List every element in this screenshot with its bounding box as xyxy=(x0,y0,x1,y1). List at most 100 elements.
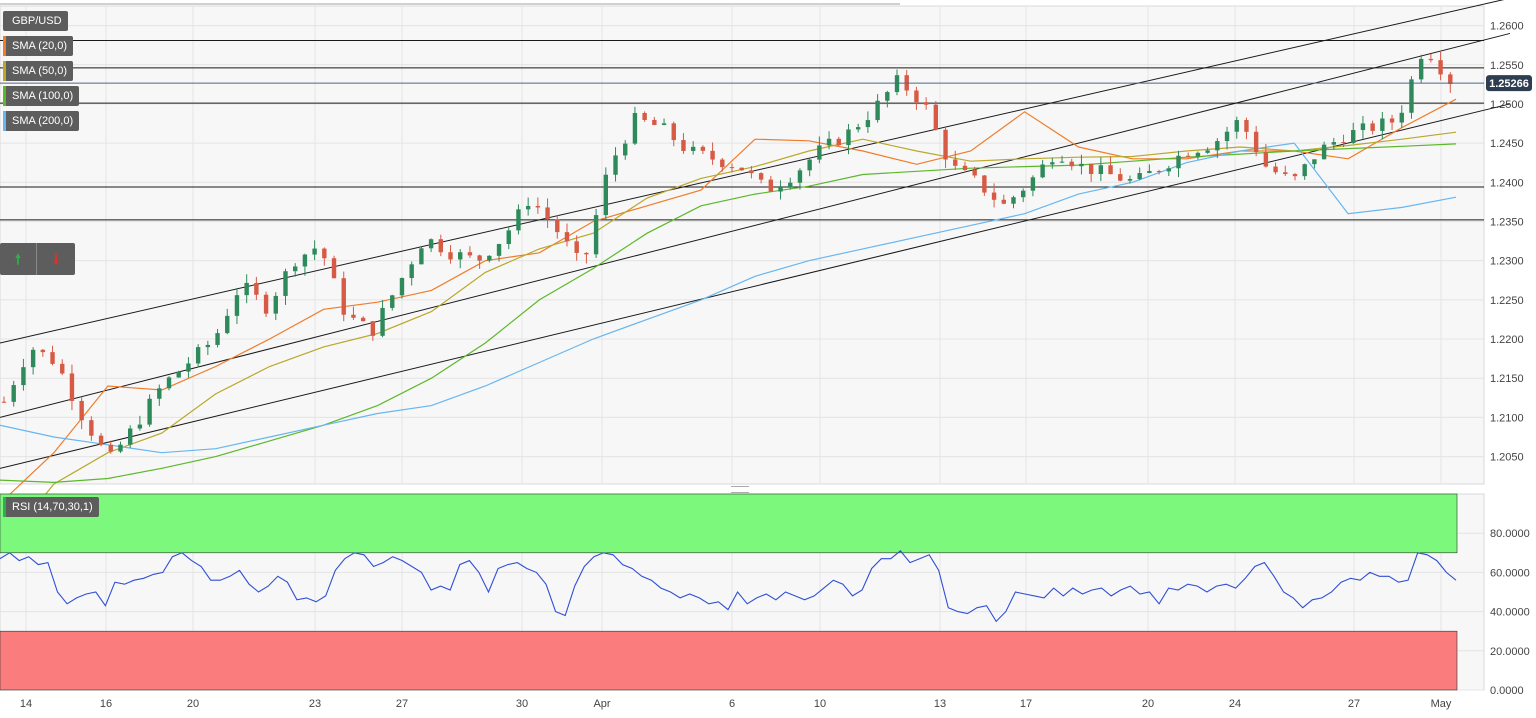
candle-up xyxy=(690,146,696,151)
candle-up xyxy=(1040,164,1045,178)
candle-down xyxy=(1341,142,1346,144)
candle-up xyxy=(186,363,191,372)
sma-legend-200[interactable]: SMA (200,0) xyxy=(3,111,80,131)
candle-up xyxy=(1224,131,1230,142)
candle-down xyxy=(545,207,550,220)
candle-down xyxy=(768,179,774,192)
candle-down xyxy=(535,205,541,208)
candle-up xyxy=(1409,79,1414,113)
candle-up xyxy=(623,143,628,156)
candle-up xyxy=(21,367,26,386)
candle-up xyxy=(147,398,152,425)
candle-up xyxy=(127,428,133,445)
candle-up xyxy=(118,444,123,452)
rsi-legend[interactable]: RSI (14,70,30,1) xyxy=(3,497,99,517)
candle-down xyxy=(555,219,560,233)
candle-up xyxy=(157,388,162,399)
rsi-overbought-zone xyxy=(0,493,1458,554)
candle-down xyxy=(584,252,589,255)
candle-up xyxy=(797,170,803,183)
candle-up xyxy=(516,209,521,231)
candle-down xyxy=(982,175,987,193)
candle-down xyxy=(749,170,754,174)
symbol-legend[interactable]: GBP/USD xyxy=(3,11,68,31)
candle-down xyxy=(1283,172,1288,175)
candle-up xyxy=(1418,58,1424,80)
candle-down xyxy=(60,363,65,374)
candle-down xyxy=(574,241,579,253)
candle-up xyxy=(1176,155,1181,169)
rsi-oversold-zone xyxy=(0,630,1458,691)
sma100-swatch xyxy=(3,86,6,106)
price-plot-bg xyxy=(0,5,1485,485)
x-tick-label: 27 xyxy=(1348,698,1360,710)
candle-down xyxy=(991,192,997,200)
sma-legend-20[interactable]: SMA (20,0) xyxy=(3,36,74,56)
candle-down xyxy=(758,173,764,180)
down-arrow-icon[interactable]: 🠗 xyxy=(52,251,59,267)
candle-down xyxy=(972,170,977,176)
rsi-line xyxy=(0,550,1457,623)
sma-line xyxy=(0,98,1457,505)
sma-line xyxy=(0,131,1457,551)
up-arrow-icon[interactable]: 🠕 xyxy=(0,243,37,275)
candle-down xyxy=(370,321,376,336)
candle-down xyxy=(341,278,346,315)
candle-up xyxy=(661,123,667,125)
rsi-label: RSI (14,70,30,1) xyxy=(12,501,93,513)
candle-up xyxy=(380,307,385,336)
candle-down xyxy=(710,150,715,160)
candle-up xyxy=(390,295,395,308)
x-tick-label: 24 xyxy=(1229,698,1241,710)
x-tick-label: 27 xyxy=(396,698,408,710)
candle-up xyxy=(875,100,880,121)
x-tick-label: 30 xyxy=(516,698,528,710)
trade-arrows: 🠕 🠗 xyxy=(0,243,75,275)
candle-up xyxy=(225,315,230,334)
candle-up xyxy=(176,371,181,378)
candle-up xyxy=(11,385,16,402)
x-tick-label: Apr xyxy=(593,698,610,710)
candle-up xyxy=(855,127,861,130)
candle-up xyxy=(428,239,434,249)
candle-down xyxy=(1273,166,1278,173)
candle-up xyxy=(1079,163,1084,167)
candle-up xyxy=(496,244,502,256)
candle-up xyxy=(1195,152,1201,157)
candle-up xyxy=(244,282,249,296)
candle-down xyxy=(1428,58,1434,61)
candle-down xyxy=(263,294,269,314)
candle-up xyxy=(273,295,278,314)
candle-up xyxy=(137,424,143,429)
sma100-label: SMA (100,0) xyxy=(12,90,74,102)
candle-up xyxy=(894,75,900,93)
candle-up xyxy=(632,113,638,144)
candle-down xyxy=(1263,152,1269,167)
sma-line xyxy=(0,142,1457,454)
candle-down xyxy=(943,129,948,160)
candle-up xyxy=(234,295,240,316)
x-tick-label: 16 xyxy=(100,698,112,710)
candles-group xyxy=(1,50,1453,454)
x-tick-label: 13 xyxy=(934,698,946,710)
rsi-tick-label: 80.0000 xyxy=(1490,528,1530,540)
symbol-label: GBP/USD xyxy=(12,15,62,27)
rsi-tick-label: 20.0000 xyxy=(1490,646,1530,658)
candle-up xyxy=(399,278,405,296)
pane-resize-handle[interactable] xyxy=(731,486,749,493)
channel-trend-line xyxy=(0,32,1511,418)
price-tick-label: 1.2400 xyxy=(1490,177,1524,189)
candle-up xyxy=(419,248,424,265)
sma50-label: SMA (50,0) xyxy=(12,65,68,77)
x-tick-label: 20 xyxy=(187,698,199,710)
candle-up xyxy=(613,155,618,175)
candle-down xyxy=(923,102,929,105)
sma-legend-100[interactable]: SMA (100,0) xyxy=(3,86,80,106)
candle-down xyxy=(1448,74,1453,84)
candle-down xyxy=(681,140,686,151)
sma-legend-50[interactable]: SMA (50,0) xyxy=(3,61,74,81)
candle-down xyxy=(98,435,104,445)
candle-up xyxy=(302,254,308,267)
candle-down xyxy=(438,239,443,253)
price-tick-label: 1.2100 xyxy=(1490,412,1524,424)
